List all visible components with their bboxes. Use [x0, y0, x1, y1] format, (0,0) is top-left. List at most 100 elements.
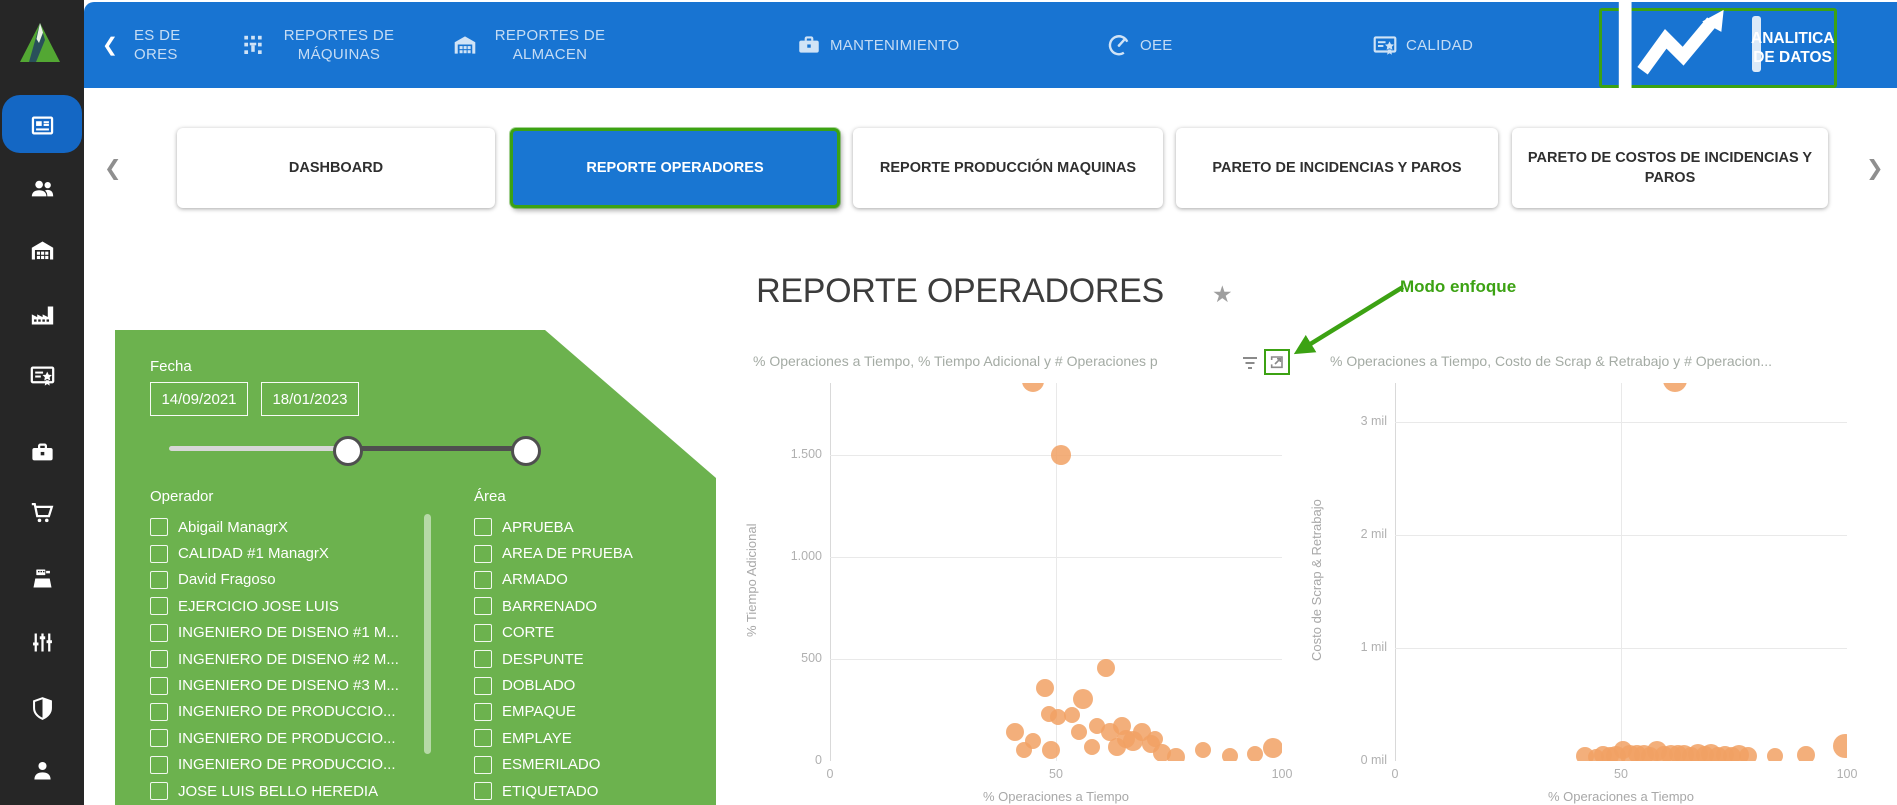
tab-reporte-operadores[interactable]: REPORTE OPERADORES [510, 128, 840, 208]
nav-label: MANTENIMIENTO [830, 36, 960, 54]
nav-item-reportes-almacen[interactable]: REPORTES DE ALMACEN [452, 2, 614, 88]
operador-list-item[interactable]: David Fragoso [150, 567, 430, 593]
cash-register-icon [33, 569, 51, 587]
checkbox-label: EJERCICIO JOSE LUIS [178, 597, 339, 615]
checkbox[interactable] [474, 702, 492, 721]
sidebar-item-toolbox[interactable] [0, 424, 84, 480]
scatter-point [1663, 383, 1688, 392]
date-to-input[interactable]: 18/01/2023 [261, 382, 359, 416]
sidebar-item-register[interactable] [0, 550, 84, 606]
checkbox[interactable] [150, 782, 168, 801]
checkbox-label: INGENIERO DE DISENO #2 M... [178, 650, 399, 668]
area-list-item[interactable]: ETIQUETADO [474, 778, 714, 804]
checkbox[interactable] [150, 518, 168, 537]
tabs-scroll-left[interactable]: ❮ [104, 156, 122, 181]
operador-list-item[interactable]: EJERCICIO JOSE LUIS [150, 593, 430, 619]
operador-list-item[interactable]: Abigail ManagrX [150, 514, 430, 540]
chevron-left-icon: ❮ [102, 34, 118, 56]
users-icon [31, 180, 53, 196]
area-list-item[interactable]: EMPAQUE [474, 699, 714, 725]
nav-item-mantenimiento[interactable]: MANTENIMIENTO [796, 2, 959, 88]
nav-truncated-line1: ES DE [134, 27, 181, 44]
area-list-item[interactable]: EMPLAYE [474, 725, 714, 751]
checkbox-label: INGENIERO DE DISENO #3 M... [178, 677, 399, 695]
area-list-item[interactable]: ESMERILADO [474, 752, 714, 778]
checkbox[interactable] [150, 702, 168, 721]
sidebar-item-users[interactable] [0, 160, 84, 216]
area-list-item[interactable]: CORTE [474, 620, 714, 646]
date-slider-handle-end[interactable] [511, 436, 541, 466]
operador-list-item[interactable]: JOSE LUIS BELLO HEREDIA [150, 778, 430, 804]
checkbox[interactable] [474, 782, 492, 801]
chart-tiempo-adicional: % Operaciones a Tiempo, % Tiempo Adicion… [740, 345, 1300, 805]
sidebar-item-security[interactable] [0, 680, 84, 736]
date-slider-range[interactable] [345, 446, 523, 451]
tab-dashboard[interactable]: DASHBOARD [177, 128, 495, 208]
area-list: APRUEBA AREA DE PRUEBA ARMADO BARRENADO [474, 514, 714, 804]
sidebar-item-dashboard[interactable] [0, 97, 84, 153]
checkbox[interactable] [150, 755, 168, 774]
nav-label: ANALITICA DE DATOS [1751, 30, 1835, 66]
checkbox[interactable] [150, 650, 168, 669]
tab-label: REPORTE OPERADORES [586, 160, 764, 176]
checkbox[interactable] [474, 623, 492, 642]
person-icon [33, 761, 51, 779]
nav-item-analitica-datos[interactable]: ANALITICA DE DATOS [1599, 0, 1837, 104]
checkbox[interactable] [474, 597, 492, 616]
nav-item-oee[interactable]: OEE [1106, 2, 1173, 88]
nav-item-reportes-maquinas[interactable]: REPORTES DE MÁQUINAS [240, 2, 404, 88]
tab-pareto-costos[interactable]: PARETO DE COSTOS DE INCIDENCIAS Y PAROS [1512, 128, 1828, 208]
date-slider-track[interactable] [169, 446, 345, 451]
area-list-item[interactable]: BARRENADO [474, 593, 714, 619]
tab-pareto-incidencias[interactable]: PARETO DE INCIDENCIAS Y PAROS [1176, 128, 1498, 208]
operador-list-item[interactable]: INGENIERO DE DISENO #3 M... [150, 672, 430, 698]
checkbox[interactable] [150, 544, 168, 563]
operador-list-item[interactable]: CALIDAD #1 ManagrX [150, 540, 430, 566]
date-slider-handle-start[interactable] [333, 436, 363, 466]
sidebar-item-profile[interactable] [0, 742, 84, 798]
checkbox[interactable] [474, 676, 492, 695]
checkbox[interactable] [150, 623, 168, 642]
operador-list-item[interactable]: INGENIERO DE PRODUCCIO... [150, 725, 430, 751]
sidebar-item-quality[interactable] [0, 347, 84, 403]
checkbox[interactable] [474, 755, 492, 774]
checkbox[interactable] [474, 650, 492, 669]
area-list-item[interactable]: ARMADO [474, 567, 714, 593]
checkbox[interactable] [150, 570, 168, 589]
operador-list-item[interactable]: INGENIERO DE DISENO #1 M... [150, 620, 430, 646]
sidebar-item-settings[interactable] [0, 614, 84, 670]
tabs-scroll-right[interactable]: ❯ [1866, 156, 1884, 181]
operador-list-item[interactable]: INGENIERO DE DISENO #2 M... [150, 646, 430, 672]
date-from-input[interactable]: 14/09/2021 [150, 382, 248, 416]
nav-item-calidad[interactable]: CALIDAD [1372, 2, 1473, 88]
sidebar-item-warehouse[interactable] [0, 222, 84, 278]
checkbox[interactable] [474, 544, 492, 563]
scatter-point [1070, 724, 1087, 741]
checkbox[interactable] [474, 729, 492, 748]
filter-icon[interactable] [1243, 357, 1258, 375]
sidebar-item-cart[interactable] [0, 484, 84, 540]
checkbox[interactable] [150, 729, 168, 748]
checkbox[interactable] [474, 570, 492, 589]
operador-list-item[interactable]: INGENIERO DE PRODUCCIO... [150, 699, 430, 725]
area-list-item[interactable]: APRUEBA [474, 514, 714, 540]
area-list-item[interactable]: DESPUNTE [474, 646, 714, 672]
checkbox[interactable] [150, 597, 168, 616]
checkbox-label: JOSE LUIS BELLO HEREDIA [178, 782, 379, 800]
checkbox[interactable] [150, 676, 168, 695]
favorite-star-icon[interactable]: ★ [1212, 281, 1233, 307]
checkbox-label: CORTE [502, 624, 555, 642]
nav-scroll-left[interactable]: ❮ [102, 2, 118, 88]
nav-next-item-sliver[interactable] [1752, 16, 1761, 72]
checkbox[interactable] [474, 518, 492, 537]
operador-list-scrollbar[interactable] [424, 514, 431, 754]
area-list-item[interactable]: DOBLADO [474, 672, 714, 698]
sidebar-item-factory[interactable] [0, 287, 84, 343]
area-list-item[interactable]: AREA DE PRUEBA [474, 540, 714, 566]
operador-list-item[interactable]: INGENIERO DE PRODUCCIO... [150, 752, 430, 778]
tab-reporte-produccion[interactable]: REPORTE PRODUCCIÓN MAQUINAS [853, 128, 1163, 208]
nav-item-truncated[interactable]: ES DE ORES [134, 2, 181, 88]
y-axis-title: Costo de Scrap & Retrabajo [1309, 499, 1324, 661]
focus-mode-button[interactable] [1264, 349, 1290, 375]
scatter-point [1147, 730, 1164, 747]
